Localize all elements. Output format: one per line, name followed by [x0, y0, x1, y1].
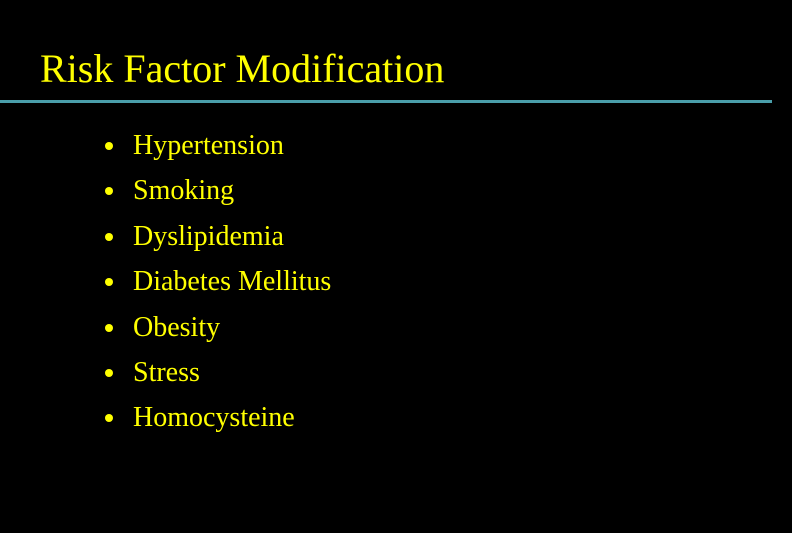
slide-title: Risk Factor Modification: [40, 45, 772, 92]
list-item: Homocysteine: [105, 400, 792, 436]
bullet-text: Obesity: [133, 310, 220, 346]
bullet-icon: [105, 187, 113, 195]
list-item: Hypertension: [105, 128, 792, 164]
title-container: Risk Factor Modification: [0, 45, 772, 103]
list-item: Dyslipidemia: [105, 219, 792, 255]
slide-container: Risk Factor Modification Hypertension Sm…: [0, 0, 792, 533]
list-item: Smoking: [105, 173, 792, 209]
bullet-text: Diabetes Mellitus: [133, 264, 331, 300]
bullet-icon: [105, 324, 113, 332]
bullet-icon: [105, 278, 113, 286]
bullet-icon: [105, 233, 113, 241]
list-item: Diabetes Mellitus: [105, 264, 792, 300]
bullet-icon: [105, 414, 113, 422]
bullet-text: Dyslipidemia: [133, 219, 284, 255]
bullet-text: Hypertension: [133, 128, 284, 164]
list-item: Obesity: [105, 310, 792, 346]
bullet-list: Hypertension Smoking Dyslipidemia Diabet…: [0, 103, 792, 437]
bullet-text: Smoking: [133, 173, 234, 209]
list-item: Stress: [105, 355, 792, 391]
bullet-icon: [105, 369, 113, 377]
bullet-icon: [105, 142, 113, 150]
bullet-text: Stress: [133, 355, 200, 391]
bullet-text: Homocysteine: [133, 400, 295, 436]
